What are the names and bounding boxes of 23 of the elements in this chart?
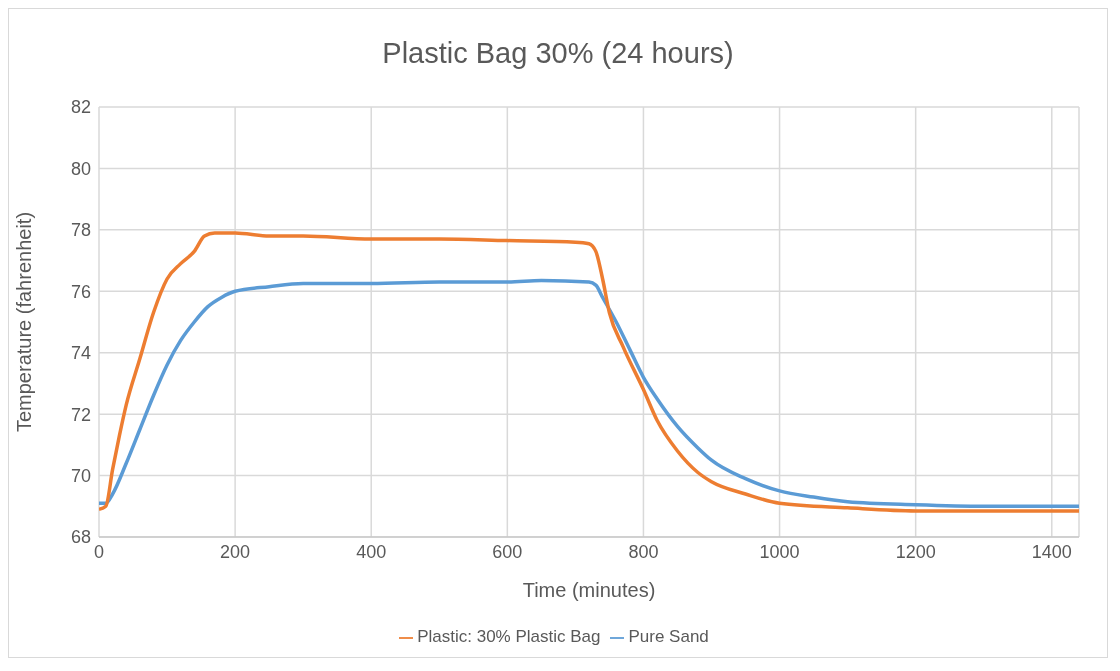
x-tick-label: 1400 (1031, 541, 1072, 562)
y-tick-label: 74 (70, 343, 91, 364)
legend-label: Plastic: 30% Plastic Bag (417, 627, 601, 646)
x-tick-label: 600 (492, 541, 523, 562)
x-tick-label: 800 (628, 541, 659, 562)
x-tick-label: 1000 (759, 541, 800, 562)
x-tick-label: 1200 (895, 541, 936, 562)
y-axis-title: Temperature (fahrenheit) (13, 211, 36, 433)
legend-label: Pure Sand (628, 627, 709, 646)
y-tick-label: 72 (70, 404, 91, 425)
y-tick-label: 80 (70, 158, 91, 179)
x-axis-title: Time (minutes) (522, 579, 656, 601)
line-series (99, 231, 1079, 513)
y-tick-label: 76 (70, 281, 91, 302)
chart-title: Plastic Bag 30% (24 hours) (381, 36, 735, 71)
y-tick-label: 78 (70, 220, 91, 241)
x-tick-label: 200 (220, 541, 251, 562)
y-tick-label: 82 (70, 97, 91, 118)
x-tick-label: 0 (93, 541, 105, 562)
y-tick-label: 70 (70, 465, 91, 486)
x-tick-label: 400 (356, 541, 387, 562)
y-tick-label: 68 (70, 527, 91, 548)
line-series (99, 278, 1079, 509)
